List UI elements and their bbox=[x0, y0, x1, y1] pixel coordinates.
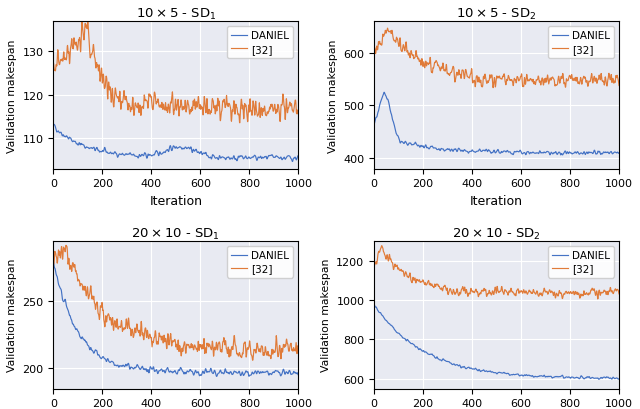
DANIEL bbox=[557, 153, 564, 158]
Title: $20 \times 10$ - SD$_2$: $20 \times 10$ - SD$_2$ bbox=[452, 226, 541, 241]
[32] bbox=[236, 121, 244, 126]
DANIEL bbox=[266, 371, 274, 376]
Y-axis label: Validation makespan: Validation makespan bbox=[321, 258, 331, 371]
Line: DANIEL: DANIEL bbox=[374, 304, 619, 380]
Title: $10 \times 5$ - SD$_1$: $10 \times 5$ - SD$_1$ bbox=[136, 7, 216, 22]
[32] bbox=[250, 103, 257, 108]
[32] bbox=[571, 76, 579, 81]
[32] bbox=[604, 291, 611, 296]
[32] bbox=[99, 310, 107, 315]
DANIEL bbox=[213, 374, 221, 379]
Legend: DANIEL, [32]: DANIEL, [32] bbox=[227, 27, 293, 58]
DANIEL bbox=[370, 122, 378, 127]
DANIEL bbox=[49, 258, 57, 263]
DANIEL bbox=[250, 371, 257, 376]
DANIEL bbox=[99, 354, 107, 359]
Title: $10 \times 5$ - SD$_2$: $10 \times 5$ - SD$_2$ bbox=[456, 7, 537, 22]
DANIEL bbox=[241, 156, 248, 161]
[32] bbox=[99, 72, 107, 77]
[32] bbox=[283, 103, 291, 108]
Legend: DANIEL, [32]: DANIEL, [32] bbox=[227, 247, 293, 278]
Title: $20 \times 10$ - SD$_1$: $20 \times 10$ - SD$_1$ bbox=[131, 226, 220, 241]
[32] bbox=[420, 62, 428, 67]
[32] bbox=[267, 106, 275, 111]
DANIEL bbox=[587, 376, 595, 381]
[32] bbox=[283, 338, 291, 343]
DANIEL bbox=[380, 91, 388, 96]
[32] bbox=[587, 288, 595, 293]
[32] bbox=[84, 19, 92, 24]
DANIEL bbox=[570, 376, 578, 381]
[32] bbox=[65, 52, 72, 56]
DANIEL bbox=[266, 153, 274, 158]
Line: DANIEL: DANIEL bbox=[53, 125, 298, 162]
Line: [32]: [32] bbox=[374, 246, 619, 299]
[32] bbox=[241, 102, 248, 107]
DANIEL bbox=[49, 122, 57, 127]
Legend: DANIEL, [32]: DANIEL, [32] bbox=[548, 27, 614, 58]
[32] bbox=[370, 48, 378, 53]
[32] bbox=[615, 84, 623, 89]
[32] bbox=[378, 244, 385, 249]
DANIEL bbox=[604, 375, 611, 380]
Line: DANIEL: DANIEL bbox=[53, 261, 298, 376]
Y-axis label: Validation makespan: Validation makespan bbox=[7, 39, 17, 152]
[32] bbox=[267, 354, 275, 359]
[32] bbox=[561, 290, 569, 295]
[32] bbox=[370, 263, 378, 268]
[32] bbox=[65, 258, 72, 263]
X-axis label: Iteration: Iteration bbox=[149, 195, 202, 207]
DANIEL bbox=[571, 151, 579, 156]
DANIEL bbox=[588, 151, 595, 155]
[32] bbox=[62, 243, 70, 248]
Y-axis label: Validation makespan: Validation makespan bbox=[7, 258, 17, 371]
DANIEL bbox=[282, 156, 290, 161]
Line: [32]: [32] bbox=[374, 29, 619, 88]
[32] bbox=[604, 80, 611, 85]
DANIEL bbox=[294, 153, 302, 158]
Line: [32]: [32] bbox=[53, 22, 298, 124]
DANIEL bbox=[420, 146, 428, 151]
Line: [32]: [32] bbox=[53, 246, 298, 360]
DANIEL bbox=[250, 155, 257, 160]
Legend: DANIEL, [32]: DANIEL, [32] bbox=[548, 247, 614, 278]
DANIEL bbox=[561, 375, 569, 380]
[32] bbox=[384, 27, 392, 31]
DANIEL bbox=[561, 149, 569, 154]
[32] bbox=[615, 292, 623, 297]
[32] bbox=[588, 75, 595, 80]
[32] bbox=[249, 358, 257, 363]
DANIEL bbox=[615, 377, 623, 382]
[32] bbox=[594, 297, 602, 302]
DANIEL bbox=[385, 321, 393, 326]
[32] bbox=[294, 109, 302, 114]
DANIEL bbox=[99, 149, 107, 154]
[32] bbox=[294, 344, 302, 349]
[32] bbox=[49, 262, 57, 267]
[32] bbox=[385, 253, 393, 258]
DANIEL bbox=[294, 373, 302, 378]
[32] bbox=[490, 86, 497, 91]
DANIEL bbox=[615, 151, 623, 156]
[32] bbox=[241, 341, 248, 346]
DANIEL bbox=[604, 150, 611, 155]
DANIEL bbox=[289, 160, 296, 164]
DANIEL bbox=[420, 348, 428, 353]
[32] bbox=[420, 281, 428, 285]
DANIEL bbox=[65, 308, 72, 313]
Line: DANIEL: DANIEL bbox=[374, 93, 619, 155]
DANIEL bbox=[385, 103, 393, 108]
DANIEL bbox=[595, 377, 603, 382]
[32] bbox=[385, 30, 393, 35]
[32] bbox=[561, 85, 569, 90]
DANIEL bbox=[241, 372, 248, 377]
[32] bbox=[250, 348, 257, 353]
DANIEL bbox=[283, 370, 291, 375]
[32] bbox=[49, 61, 57, 66]
DANIEL bbox=[370, 302, 378, 307]
X-axis label: Iteration: Iteration bbox=[470, 195, 523, 207]
DANIEL bbox=[65, 137, 72, 142]
[32] bbox=[570, 292, 578, 297]
Y-axis label: Validation makespan: Validation makespan bbox=[328, 39, 338, 152]
